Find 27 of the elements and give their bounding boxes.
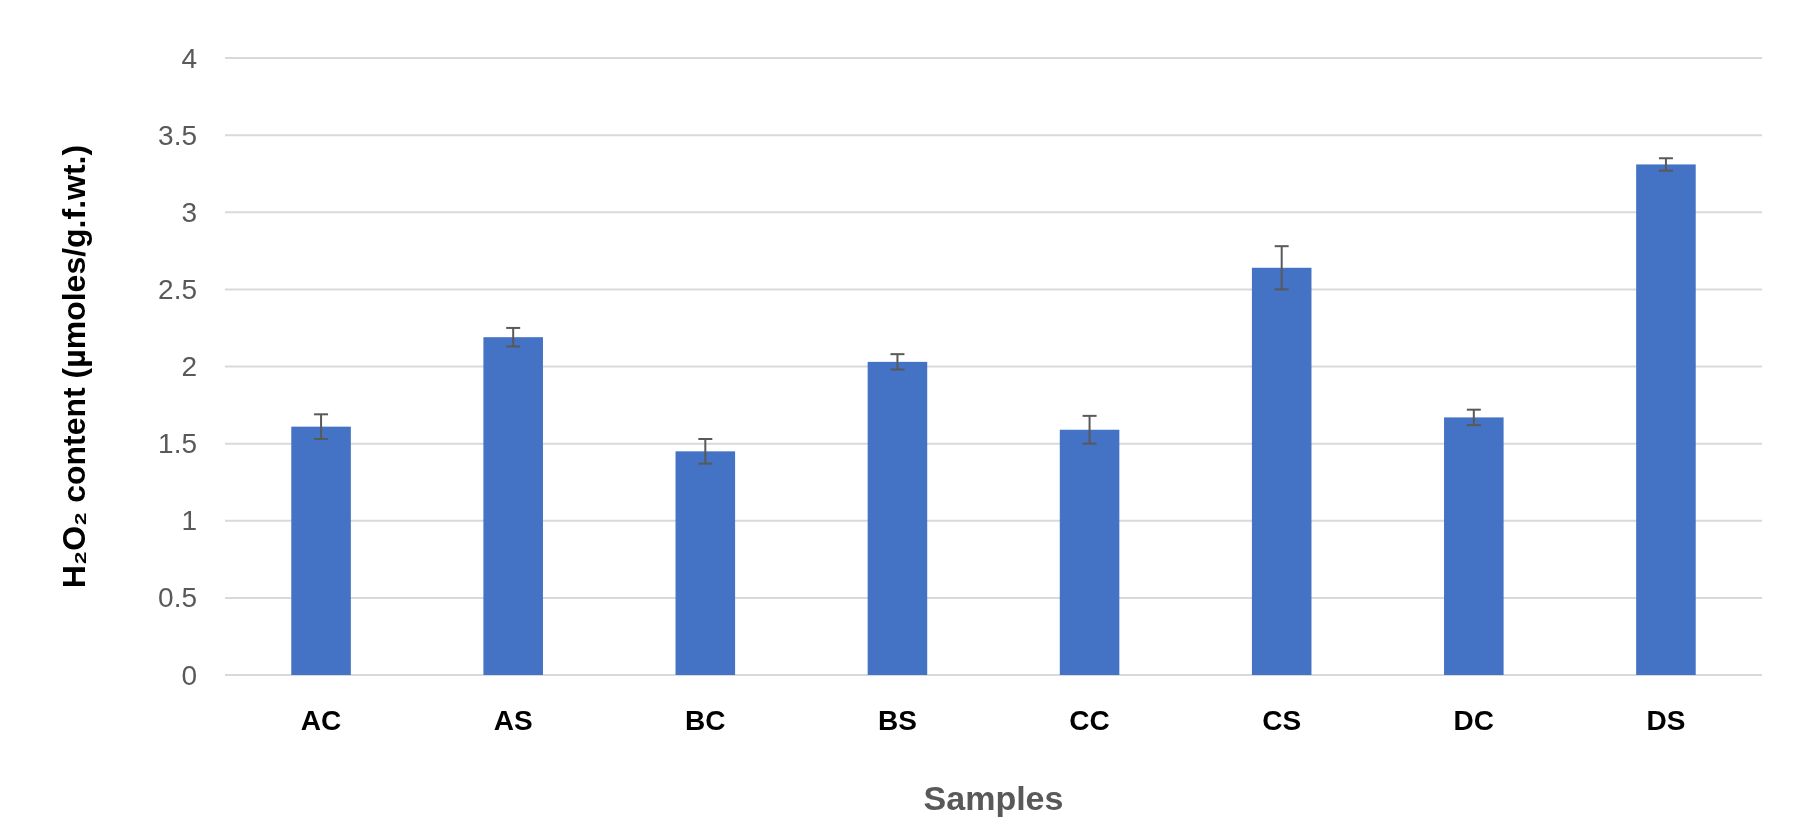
y-axis-title: H₂O₂ content (µmoles/g.f.wt.) (56, 144, 92, 589)
bar (291, 426, 351, 675)
y-tick-label: 0.5 (158, 582, 197, 614)
y-tick-label: 1 (181, 505, 197, 537)
y-tick-label: 3 (181, 196, 197, 228)
y-tick-label: 1.5 (158, 428, 197, 460)
x-tick-label: DS (1646, 705, 1686, 736)
bar (675, 451, 736, 675)
x-tick-label: BS (877, 705, 917, 736)
y-tick-label: 3.5 (158, 119, 197, 151)
x-tick-label: AS (493, 705, 533, 736)
bar (483, 337, 543, 675)
bar (1636, 164, 1696, 675)
x-tick-label: DC (1453, 705, 1495, 736)
y-tick-label: 2.5 (158, 273, 197, 305)
y-tick-label: 0 (181, 659, 197, 691)
x-tick-label: AC (300, 705, 342, 736)
y-tick-label: 2 (181, 351, 197, 382)
bar (1251, 267, 1312, 675)
x-tick-label: CC (1069, 705, 1110, 736)
bar (867, 361, 928, 675)
bar (1059, 429, 1120, 675)
x-tick-label: CS (1262, 705, 1302, 736)
y-tick-label: 4 (181, 42, 197, 74)
bar (1444, 417, 1504, 675)
x-axis-title: Samples (923, 779, 1064, 817)
x-tick-label: BC (685, 705, 726, 736)
